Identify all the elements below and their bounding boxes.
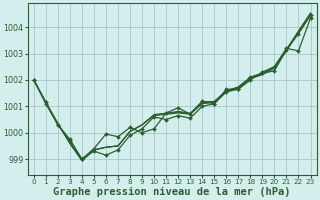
X-axis label: Graphe pression niveau de la mer (hPa): Graphe pression niveau de la mer (hPa) <box>53 186 291 197</box>
